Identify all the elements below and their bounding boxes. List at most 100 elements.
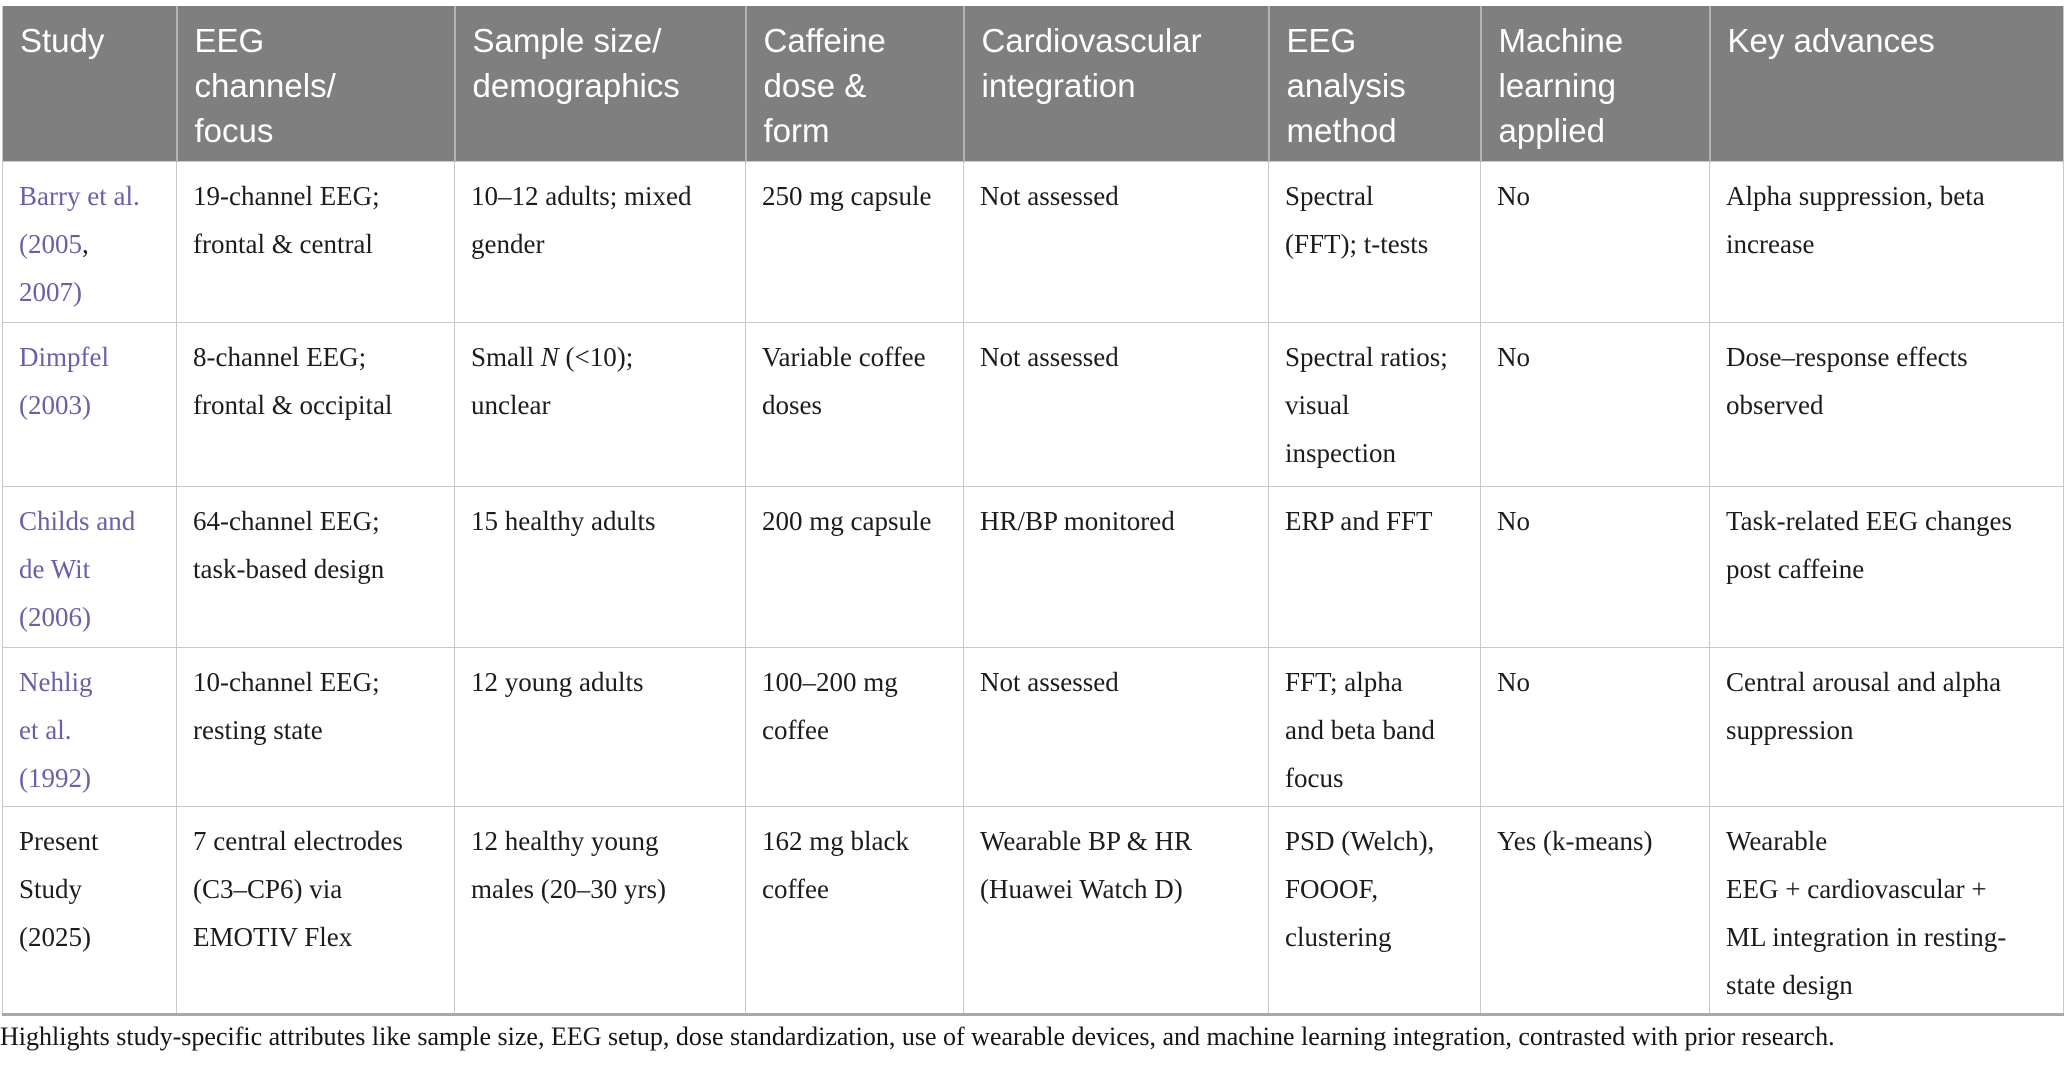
cell-text: No [1497,667,1530,697]
citation-link[interactable]: Childs and de Wit (2006) [19,506,136,632]
cell-machine-learning-applied: No [1480,647,1710,807]
cell-cardiovascular-integration: HR/BP monitored [963,486,1269,648]
cell-caffeine-dose-form: 162 mg black coffee [745,806,964,1015]
cell-text: Small [471,342,541,372]
cell-cardiovascular-integration: Not assessed [963,161,1269,323]
cell-key-advances: Central arousal and alpha suppression [1709,647,2064,807]
column-header-cardiovascular-integration: Cardiovascular integration [962,6,1269,162]
cell-text: 12 young adults [471,667,644,697]
table-row: Nehlig et al. (1992) 10-channel EEG; rest… [2,647,2064,807]
cell-text: 8-channel EEG; frontal & occipital [193,342,393,420]
cell-text: 200 mg capsule [762,506,932,536]
cell-sample-size-demographics: 12 young adults [454,647,746,807]
cell-eeg-channels-focus: 64-channel EEG; task-based design [176,486,455,648]
cell-study: Present Study (2025) [2,806,177,1015]
cell-sample-size-demographics: 15 healthy adults [454,486,746,648]
cell-machine-learning-applied: Yes (k-means) [1480,806,1710,1015]
citation-link[interactable]: Nehlig et al. (1992) [19,667,93,793]
cell-eeg-channels-focus: 7 central electrodes (C3–CP6) via EMOTIV… [176,806,455,1015]
cell-text: 10-channel EEG; resting state [193,667,380,745]
column-header-machine-learning-applied: Machine learning applied [1479,6,1710,162]
cell-sample-size-demographics: 10–12 adults; mixed gender [454,161,746,323]
cell-eeg-channels-focus: 8-channel EEG; frontal & occipital [176,322,455,487]
cell-text: Wearable EEG + cardiovascular + ML integ… [1726,826,2007,1000]
table-footnote: Highlights study-specific attributes lik… [0,1022,1835,1051]
cell-text: ERP and FFT [1285,506,1433,536]
cell-cardiovascular-integration: Not assessed [963,647,1269,807]
cell-eeg-channels-focus: 19-channel EEG; frontal & central [176,161,455,323]
cell-text: Dose–response effects observed [1726,342,1968,420]
cell-text: No [1497,506,1530,536]
cell-text: Spectral ratios; visual inspection [1285,342,1448,468]
cell-study: Childs and de Wit (2006) [2,486,177,648]
cell-text: No [1497,181,1530,211]
cell-machine-learning-applied: No [1480,322,1710,487]
cell-eeg-analysis-method: FFT; alpha and beta band focus [1268,647,1481,807]
cell-caffeine-dose-form: 200 mg capsule [745,486,964,648]
column-header-study: Study [2,6,177,162]
cell-text: Not assessed [980,667,1119,697]
cell-text: 100–200 mg coffee [762,667,898,745]
table-body: Barry et al. (2005, 2007) 19-channel EEG;… [2,161,2064,1015]
cell-sample-size-demographics: Small N (<10); unclear [454,322,746,487]
study-comparison-table: Study EEG channels/ focus Sample size/ d… [2,6,2064,1016]
cell-caffeine-dose-form: Variable coffee doses [745,322,964,487]
cell-key-advances: Alpha suppression, beta increase [1709,161,2064,323]
cell-eeg-analysis-method: PSD (Welch), FOOOF, clustering [1268,806,1481,1015]
column-header-caffeine-dose-form: Caffeine dose & form [744,6,964,162]
cell-key-advances: Wearable EEG + cardiovascular + ML integ… [1709,806,2064,1015]
cell-eeg-analysis-method: Spectral (FFT); t-tests [1268,161,1481,323]
cell-caffeine-dose-form: 100–200 mg coffee [745,647,964,807]
cell-study: Barry et al. (2005, 2007) [2,161,177,323]
cell-text: PSD (Welch), FOOOF, clustering [1285,826,1435,952]
cell-text: FFT; alpha and beta band focus [1285,667,1435,793]
cell-text: Task-related EEG changes post caffeine [1726,506,2012,584]
cell-text: 10–12 adults; mixed gender [471,181,692,259]
cell-key-advances: Dose–response effects observed [1709,322,2064,487]
cell-text: No [1497,342,1530,372]
cell-text: 12 healthy young males (20–30 yrs) [471,826,666,904]
cell-text: Present Study (2025) [19,826,99,952]
column-header-eeg-analysis-method: EEG analysis method [1267,6,1481,162]
cell-text: 162 mg black coffee [762,826,909,904]
cell-text: Yes (k-means) [1497,826,1653,856]
cell-sample-size-demographics: 12 healthy young males (20–30 yrs) [454,806,746,1015]
cell-text: 64-channel EEG; task-based design [193,506,385,584]
column-header-key-advances: Key advances [1708,6,2064,162]
cell-text: 7 central electrodes (C3–CP6) via EMOTIV… [193,826,403,952]
column-header-eeg-channels-focus: EEG channels/ focus [175,6,455,162]
cell-text: 15 healthy adults [471,506,656,536]
citation-link[interactable]: Barry et al. (2005 [19,181,140,259]
column-header-sample-size-demographics: Sample size/ demographics [453,6,746,162]
cell-caffeine-dose-form: 250 mg capsule [745,161,964,323]
italic-text: N [540,342,559,372]
cell-text: HR/BP monitored [980,506,1175,536]
cell-study: Dimpfel (2003) [2,322,177,487]
cell-text: Not assessed [980,342,1119,372]
cell-text: Not assessed [980,181,1119,211]
table-row: Present Study (2025) 7 central electrodes… [2,806,2064,1015]
cell-key-advances: Task-related EEG changes post caffeine [1709,486,2064,648]
cell-cardiovascular-integration: Not assessed [963,322,1269,487]
citation-link[interactable]: Dimpfel (2003) [19,342,109,420]
cell-eeg-channels-focus: 10-channel EEG; resting state [176,647,455,807]
cell-machine-learning-applied: No [1480,486,1710,648]
table-row: Childs and de Wit (2006) 64-channel EEG; … [2,486,2064,648]
cell-machine-learning-applied: No [1480,161,1710,323]
citation-link[interactable]: 2007) [19,277,82,307]
cell-text: 250 mg capsule [762,181,932,211]
cell-study: Nehlig et al. (1992) [2,647,177,807]
cell-text: , [82,229,89,259]
comparison-table-wrap: Study EEG channels/ focus Sample size/ d… [2,6,2065,1016]
cell-text: Central arousal and alpha suppression [1726,667,2002,745]
cell-text: Variable coffee doses [762,342,926,420]
cell-eeg-analysis-method: ERP and FFT [1268,486,1481,648]
table-row: Dimpfel (2003) 8-channel EEG; frontal & o… [2,322,2064,487]
cell-text: 19-channel EEG; frontal & central [193,181,380,259]
cell-text: (<10); unclear [471,342,634,420]
cell-eeg-analysis-method: Spectral ratios; visual inspection [1268,322,1481,487]
cell-cardiovascular-integration: Wearable BP & HR (Huawei Watch D) [963,806,1269,1015]
header-row: Study EEG channels/ focus Sample size/ d… [2,6,2064,162]
cell-text: Wearable BP & HR (Huawei Watch D) [980,826,1193,904]
cell-text: Spectral (FFT); t-tests [1285,181,1429,259]
